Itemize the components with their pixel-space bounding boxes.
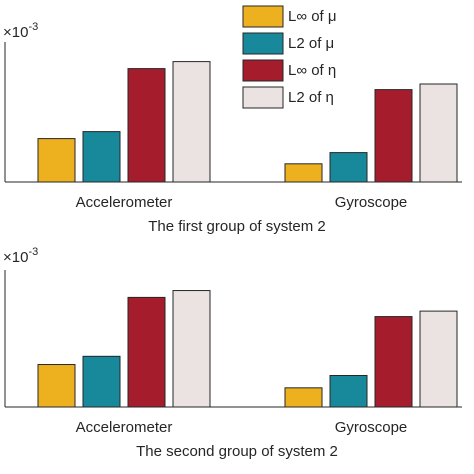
bar <box>127 68 166 183</box>
legend-label: L∞ of η <box>288 62 336 79</box>
bar <box>329 374 368 408</box>
legend-label: L2 of η <box>288 89 334 106</box>
bar <box>37 138 76 183</box>
bar <box>374 316 413 408</box>
bar <box>284 163 323 183</box>
exponent-base: ×10 <box>3 249 28 266</box>
legend-swatch <box>242 5 284 28</box>
bar <box>374 89 413 183</box>
exponent-power: -3 <box>28 21 38 33</box>
exponent-power: -3 <box>28 246 38 258</box>
chart-title: The first group of system 2 <box>148 218 326 235</box>
legend-swatch <box>242 32 284 55</box>
bar <box>284 387 323 408</box>
bar <box>172 61 211 183</box>
legend-label: L∞ of μ <box>288 8 337 25</box>
exponent-base: ×10 <box>3 24 28 41</box>
bar <box>82 131 121 183</box>
legend-label: L2 of μ <box>288 35 334 52</box>
bar <box>82 355 121 408</box>
axis-exponent: ×10-3 <box>3 21 38 41</box>
axis-exponent: ×10-3 <box>3 246 38 266</box>
legend-swatch <box>242 59 284 82</box>
legend-swatch <box>242 86 284 109</box>
bar <box>329 152 368 183</box>
bar <box>172 290 211 408</box>
chart-title: The second group of system 2 <box>136 443 338 460</box>
x-tick-label: Gyroscope <box>335 194 408 211</box>
bar <box>127 296 166 408</box>
bar <box>419 83 458 183</box>
x-tick-label: Gyroscope <box>335 419 408 436</box>
bar <box>419 310 458 408</box>
x-tick-label: Accelerometer <box>76 419 173 436</box>
x-tick-label: Accelerometer <box>76 194 173 211</box>
bar <box>37 364 76 408</box>
